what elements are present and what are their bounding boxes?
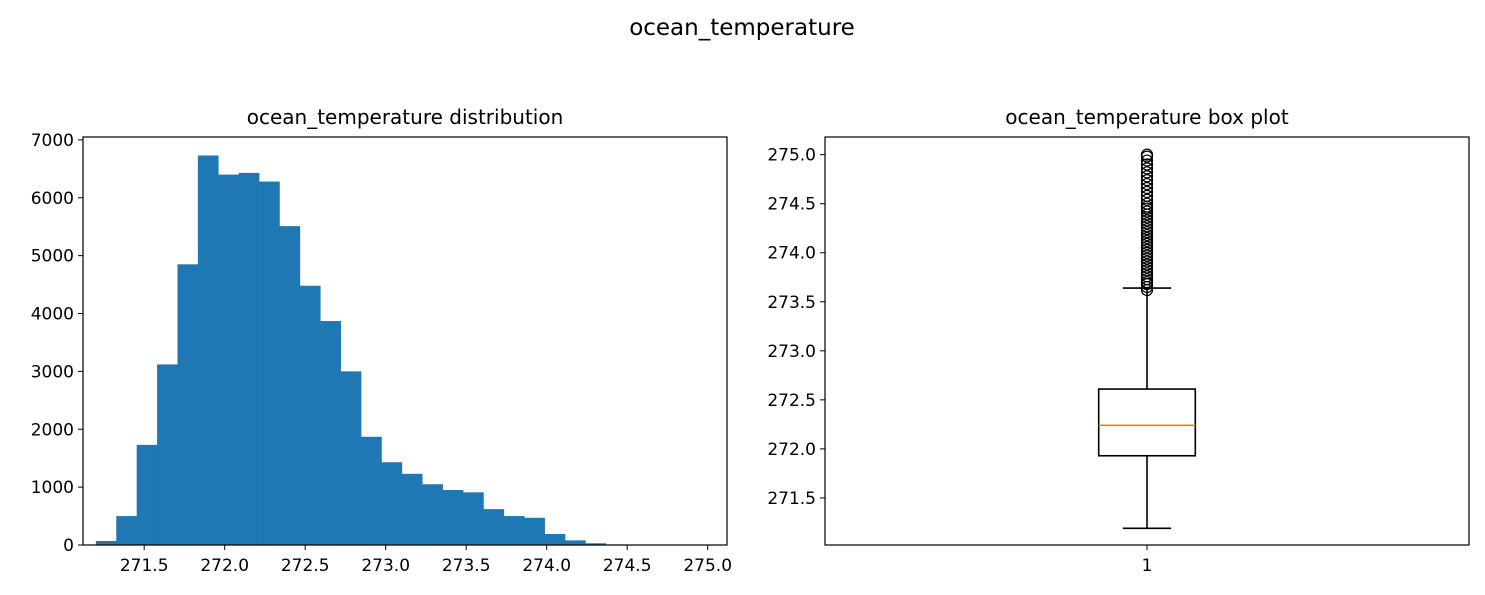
histogram-bars <box>95 155 709 546</box>
histogram-bar <box>442 490 464 545</box>
boxplot-axes: ocean_temperature box plot 1 271.5 272.0 27… <box>767 105 1470 576</box>
outlier-point <box>1140 174 1154 187</box>
outlier-point <box>1140 264 1154 277</box>
histogram-bar <box>259 181 280 545</box>
histogram-bar <box>197 155 219 545</box>
outlier-point <box>1140 185 1154 199</box>
outlier-point <box>1140 214 1154 227</box>
outlier-point <box>1140 148 1154 161</box>
histogram-bar <box>565 540 586 545</box>
outlier-point <box>1140 189 1154 202</box>
figure-title: ocean_temperature <box>629 15 855 41</box>
y-tick-label: 273.0 <box>767 342 816 362</box>
x-tick-label: 274.0 <box>522 556 571 576</box>
y-tick-label: 5000 <box>31 247 74 267</box>
y-tick-label: 272.0 <box>767 440 816 460</box>
outlier-point <box>1140 205 1154 218</box>
outlier-point <box>1140 255 1154 268</box>
y-tick-label: 271.5 <box>767 489 816 509</box>
y-tick-label: 6000 <box>31 189 74 209</box>
outlier-point <box>1140 240 1154 253</box>
boxplot-ticks: 1 271.5 272.0 272.5 273.0 273.5 274.0 274.5 275.… <box>767 146 1152 576</box>
x-tick-label: 271.5 <box>120 556 169 576</box>
y-tick-label: 4000 <box>31 305 74 325</box>
histogram-bar <box>177 264 199 545</box>
histogram-bar <box>157 364 178 545</box>
histogram-axes: ocean_temperature distribution 271.5 272.… <box>31 105 732 576</box>
outlier-point <box>1140 252 1154 265</box>
histogram-ticks: 271.5 272.0 272.5 273.0 273.5 274.0 274.5 275.0… <box>31 131 732 576</box>
x-tick-label: 273.5 <box>442 556 491 576</box>
outlier-point <box>1140 220 1154 233</box>
y-tick-label: 274.5 <box>767 195 816 215</box>
histogram-bar <box>299 285 321 545</box>
x-tick-label: 272.0 <box>200 556 249 576</box>
outlier-point <box>1140 154 1154 167</box>
y-tick-label: 7000 <box>31 131 74 151</box>
histogram-bar <box>503 516 525 545</box>
x-tick-label: 274.5 <box>603 556 652 576</box>
histogram-bar <box>585 543 607 545</box>
outlier-point <box>1140 249 1154 262</box>
outlier-point <box>1140 234 1154 248</box>
boxplot-elements <box>1097 148 1197 530</box>
y-tick-label: 2000 <box>31 420 74 440</box>
histogram-bar <box>320 321 341 545</box>
outlier-point <box>1140 231 1154 245</box>
outlier-point <box>1140 243 1154 256</box>
histogram-bar <box>544 534 566 545</box>
histogram-bar <box>136 444 158 545</box>
y-tick-label: 273.5 <box>767 293 816 313</box>
outlier-point <box>1140 237 1154 251</box>
histogram-bar <box>116 516 137 545</box>
boxplot-frame <box>824 136 1470 546</box>
outlier-point <box>1140 193 1154 206</box>
outlier-point <box>1140 270 1154 283</box>
outlier-point <box>1140 197 1154 210</box>
histogram-bar <box>340 371 362 545</box>
outlier-point <box>1140 273 1154 286</box>
y-tick-label: 0 <box>63 536 74 556</box>
outlier-point <box>1140 217 1154 230</box>
outlier-point <box>1140 158 1154 171</box>
histogram-bar <box>95 540 117 545</box>
y-tick-label: 272.5 <box>767 391 816 411</box>
iqr-box <box>1097 388 1197 457</box>
histogram-bar <box>483 509 505 545</box>
histogram-bar <box>238 172 260 545</box>
histogram-title: ocean_temperature distribution <box>247 105 564 129</box>
outlier-point <box>1140 177 1154 191</box>
x-tick-label: 1 <box>1142 556 1153 576</box>
histogram-bar <box>422 484 443 545</box>
outlier-point <box>1140 223 1154 236</box>
histogram-bar <box>279 226 301 545</box>
outlier-point <box>1140 276 1154 289</box>
x-tick-label: 273.0 <box>361 556 410 576</box>
y-tick-label: 274.0 <box>767 244 816 264</box>
outlier-point <box>1140 226 1154 239</box>
y-tick-label: 275.0 <box>767 146 816 166</box>
histogram-bar <box>401 473 423 545</box>
histogram-bar <box>361 436 382 545</box>
outlier-point <box>1140 170 1154 183</box>
outlier-point <box>1140 261 1154 274</box>
outlier-point <box>1140 162 1154 175</box>
outlier-point <box>1140 228 1154 242</box>
x-tick-label: 275.0 <box>683 556 732 576</box>
x-tick-label: 272.5 <box>281 556 330 576</box>
outlier-point <box>1140 166 1154 179</box>
histogram-frame <box>82 136 728 546</box>
outlier-point <box>1140 267 1154 280</box>
outlier-point <box>1140 181 1154 195</box>
y-tick-label: 3000 <box>31 362 74 382</box>
boxplot-title: ocean_temperature box plot <box>1005 105 1289 129</box>
histogram-bar <box>381 462 403 545</box>
outlier-point <box>1140 246 1154 259</box>
outlier-point <box>1140 258 1154 271</box>
histogram-bar <box>463 492 484 545</box>
histogram-bar <box>218 174 239 546</box>
y-tick-label: 1000 <box>31 478 74 498</box>
histogram-bar <box>524 517 545 545</box>
